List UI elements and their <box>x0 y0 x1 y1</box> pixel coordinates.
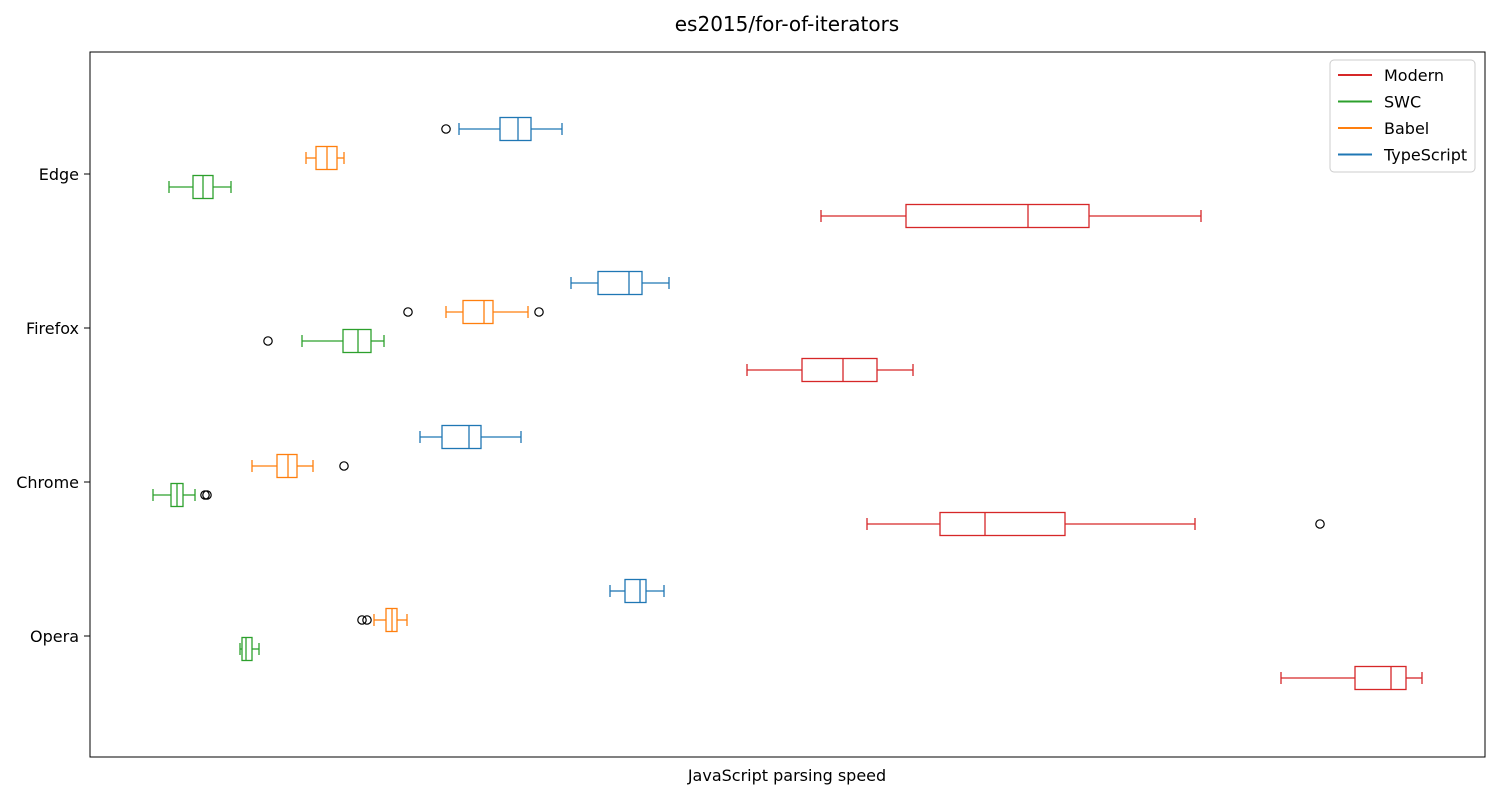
legend-frame <box>1329 59 1476 173</box>
outlier-swc-firefox-0 <box>263 336 273 346</box>
plot-frame <box>89 51 1486 758</box>
y-tick-label-chrome: Chrome <box>16 473 79 492</box>
box-typescript-edge <box>499 116 532 142</box>
y-tick-label-opera: Opera <box>30 627 79 646</box>
y-tick-label-firefox: Firefox <box>26 319 79 338</box>
box-modern-edge <box>905 203 1090 229</box>
outlier-swc-chrome-1 <box>202 490 212 500</box>
outlier-babel-opera-1 <box>362 615 372 625</box>
legend-label-babel: Babel <box>1384 119 1429 138</box>
y-axis: Edge Firefox Chrome Opera <box>16 165 90 646</box>
x-axis-label: JavaScript parsing speed <box>687 766 886 785</box>
box-modern-opera <box>1354 665 1407 691</box>
outlier-babel-firefox-1 <box>534 307 544 317</box>
box-swc-firefox <box>342 328 372 354</box>
outlier-modern-chrome-0 <box>1315 519 1325 529</box>
outlier-typescript-edge-0 <box>441 124 451 134</box>
outlier-babel-firefox-0 <box>403 307 413 317</box>
box-swc-opera <box>241 636 253 662</box>
box-typescript-chrome <box>441 424 482 450</box>
box-modern-firefox <box>801 357 878 383</box>
box-typescript-firefox <box>597 270 643 296</box>
y-tick-label-edge: Edge <box>39 165 79 184</box>
outlier-swc-chrome-0 <box>200 490 210 500</box>
box-babel-firefox <box>462 299 494 325</box>
box-group <box>152 116 1423 691</box>
box-modern-chrome <box>939 511 1066 537</box>
box-typescript-opera <box>624 578 647 604</box>
outlier-babel-opera-0 <box>357 615 367 625</box>
legend-label-modern: Modern <box>1384 66 1444 85</box>
legend-label-swc: SWC <box>1384 93 1421 112</box>
outlier-babel-chrome-0 <box>339 461 349 471</box>
legend-label-typescript: TypeScript <box>1383 146 1467 165</box>
legend[interactable]: Modern SWC Babel TypeScript <box>1329 59 1476 173</box>
box-babel-chrome <box>276 453 298 479</box>
chart-title: es2015/for-of-iterators <box>675 12 899 36</box>
